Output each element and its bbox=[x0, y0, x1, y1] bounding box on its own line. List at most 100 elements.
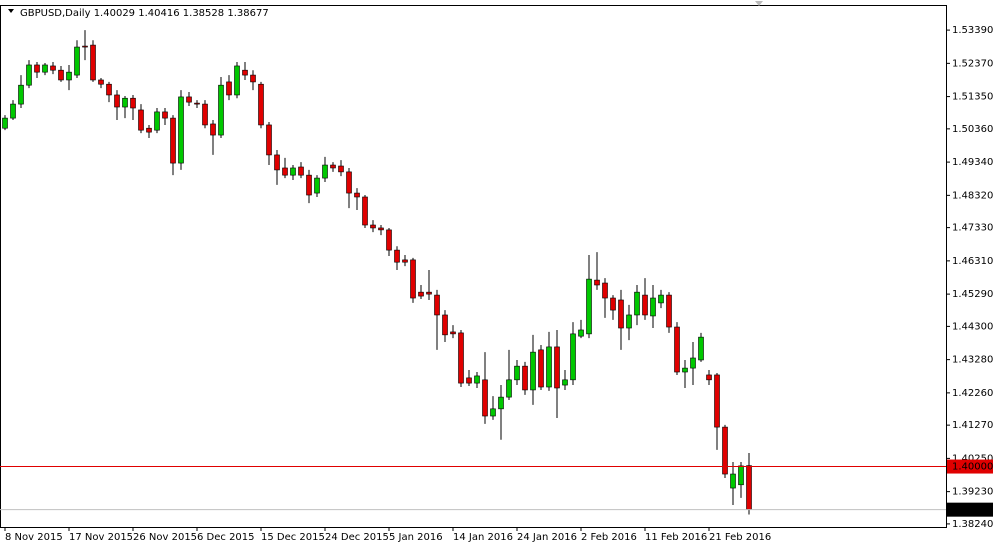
candle-body bbox=[242, 69, 248, 76]
candle-body bbox=[482, 379, 488, 417]
candle-body bbox=[746, 465, 752, 510]
candle-body bbox=[34, 64, 40, 73]
candle-body bbox=[66, 71, 72, 81]
candle-body bbox=[50, 65, 56, 71]
candle-body bbox=[10, 103, 16, 119]
y-tick-label: 1.49340 bbox=[952, 157, 993, 168]
candle-body bbox=[226, 81, 232, 96]
candle-body bbox=[218, 84, 224, 136]
candle-body bbox=[74, 46, 80, 76]
candle-body bbox=[346, 171, 352, 194]
x-tick-label: 11 Feb 2016 bbox=[645, 532, 707, 543]
candle-body bbox=[194, 102, 200, 105]
y-tick-label: 1.41270 bbox=[952, 420, 993, 431]
candle-body bbox=[714, 374, 720, 428]
candle-body bbox=[434, 294, 440, 316]
y-tick-label: 1.44300 bbox=[952, 321, 993, 332]
candle-body bbox=[666, 294, 672, 328]
candle-body bbox=[626, 314, 632, 329]
candle-body bbox=[658, 294, 664, 304]
candle-body bbox=[250, 74, 256, 83]
candle-body bbox=[58, 69, 64, 81]
x-tick-label: 15 Dec 2015 bbox=[261, 532, 325, 543]
x-tick-label: 14 Jan 2016 bbox=[453, 532, 513, 543]
y-tick-label: 1.53390 bbox=[952, 25, 993, 36]
x-tick-label: 2 Feb 2016 bbox=[581, 532, 637, 543]
y-tick-label: 1.46310 bbox=[952, 256, 993, 267]
candle-body bbox=[682, 367, 688, 373]
candle-body bbox=[106, 83, 112, 96]
candle-body bbox=[338, 165, 344, 173]
x-tick-label: 24 Jan 2016 bbox=[517, 532, 577, 543]
candle-body bbox=[90, 44, 96, 81]
candle-body bbox=[418, 291, 424, 297]
candle-body bbox=[146, 127, 152, 133]
y-tick-label: 1.42260 bbox=[952, 388, 993, 399]
y-tick-label: 1.45290 bbox=[952, 289, 993, 300]
candle-body bbox=[730, 473, 736, 489]
header-low: 1.38528 bbox=[183, 8, 224, 19]
candle-body bbox=[410, 259, 416, 299]
candle-body bbox=[514, 365, 520, 381]
candle-body bbox=[378, 227, 384, 231]
candle-body bbox=[562, 379, 568, 386]
y-tick-label: 1.39230 bbox=[952, 487, 993, 498]
x-tick-label: 6 Dec 2015 bbox=[197, 532, 255, 543]
candle-body bbox=[426, 291, 432, 295]
y-tick-label: 1.47330 bbox=[952, 223, 993, 234]
candle-body bbox=[650, 297, 656, 317]
candle-body bbox=[610, 297, 616, 311]
candle-body bbox=[546, 346, 552, 388]
candle-body bbox=[370, 224, 376, 229]
candle-body bbox=[274, 154, 280, 171]
candle-body bbox=[554, 346, 560, 389]
candle-body bbox=[394, 249, 400, 263]
candle-body bbox=[466, 377, 472, 384]
candle-body bbox=[722, 426, 728, 475]
candle-body bbox=[290, 167, 296, 176]
candle-body bbox=[210, 123, 216, 136]
x-tick-label: 24 Dec 2015 bbox=[325, 532, 389, 543]
candle-body bbox=[42, 64, 48, 73]
candle-body bbox=[450, 331, 456, 335]
y-tick-label: 1.43280 bbox=[952, 355, 993, 366]
candle-body bbox=[738, 465, 744, 486]
candle-body bbox=[570, 333, 576, 381]
x-tick-label: 17 Nov 2015 bbox=[69, 532, 133, 543]
plot-frame bbox=[0, 5, 947, 528]
candle-body bbox=[490, 408, 496, 417]
candle-body bbox=[162, 111, 168, 119]
header-high: 1.40416 bbox=[138, 8, 179, 19]
x-tick-label: 8 Nov 2015 bbox=[5, 532, 63, 543]
candle-body bbox=[178, 96, 184, 164]
candle-body bbox=[674, 326, 680, 373]
candle-body bbox=[578, 329, 584, 337]
candle-body bbox=[442, 314, 448, 336]
bid-label-box bbox=[947, 502, 993, 517]
y-tick-label: 1.51350 bbox=[952, 92, 993, 103]
header-open: 1.40029 bbox=[94, 8, 135, 19]
menu-arrow[interactable] bbox=[8, 9, 14, 13]
candle-body bbox=[170, 117, 176, 164]
candle-body bbox=[602, 282, 608, 299]
y-tick-label: 1.38240 bbox=[952, 519, 993, 530]
candle-body bbox=[538, 349, 544, 388]
y-tick-label: 1.48320 bbox=[952, 190, 993, 201]
candle-body bbox=[322, 164, 328, 179]
level-label-box bbox=[947, 459, 993, 474]
candle-body bbox=[618, 299, 624, 329]
candle-body bbox=[282, 167, 288, 176]
candle-body bbox=[2, 117, 8, 129]
candle-body bbox=[498, 396, 504, 410]
candle-body bbox=[130, 97, 136, 109]
candle-body bbox=[314, 177, 320, 194]
candle-body bbox=[706, 374, 712, 381]
candle-body bbox=[114, 94, 120, 108]
candle-body bbox=[258, 83, 264, 126]
x-tick-label: 21 Feb 2016 bbox=[709, 532, 771, 543]
candle-body bbox=[234, 65, 240, 96]
candle-body bbox=[522, 365, 528, 391]
header-close: 1.38677 bbox=[227, 8, 268, 19]
candle-body bbox=[154, 111, 160, 131]
